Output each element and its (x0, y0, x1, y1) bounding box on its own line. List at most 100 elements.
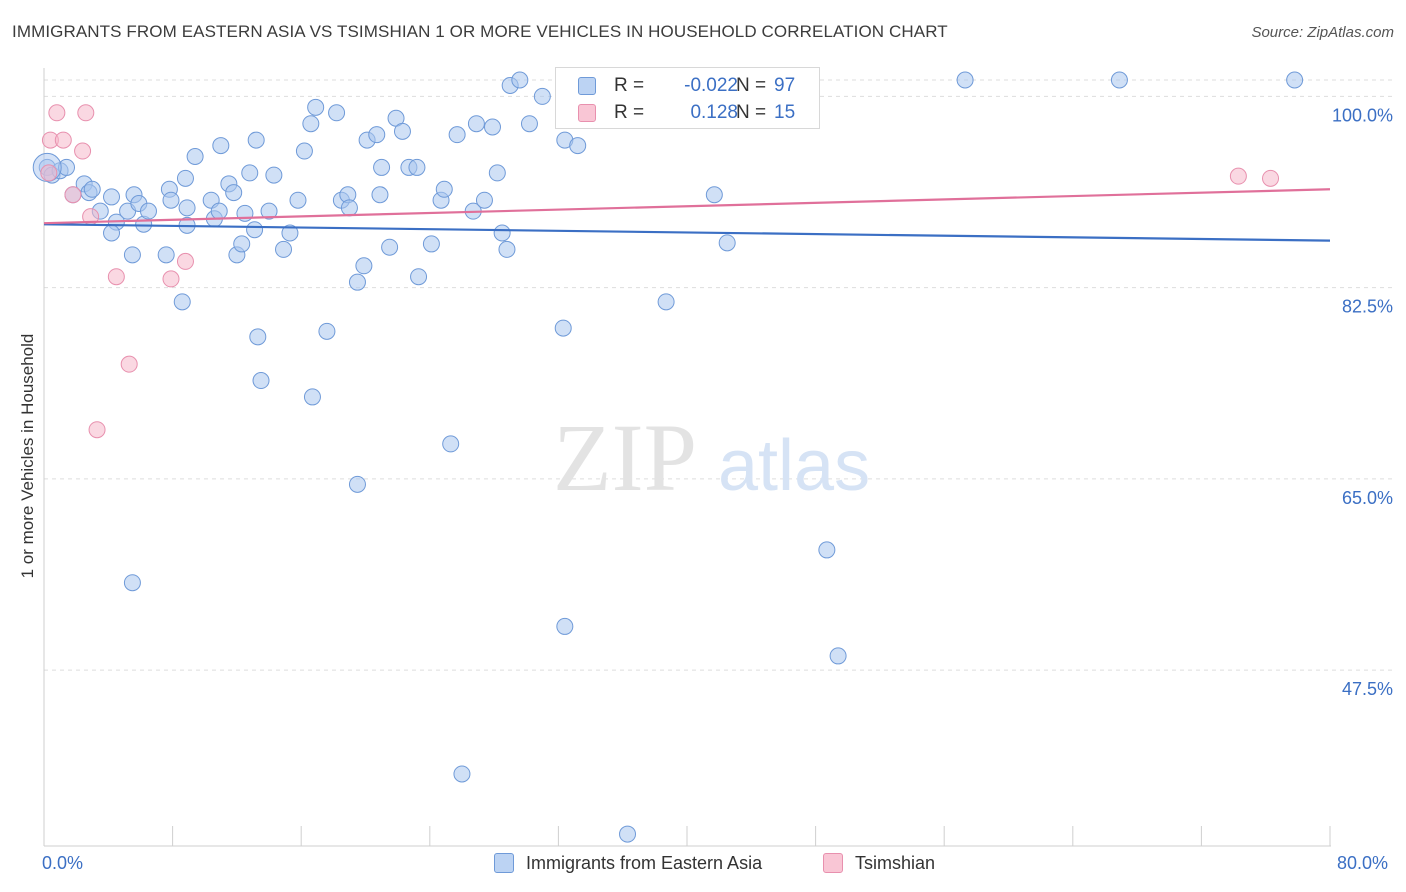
data-point (74, 142, 92, 160)
y-tick-labels: 100.0% 82.5% 65.0% 47.5% (1332, 105, 1393, 699)
data-point (705, 186, 723, 204)
data-point (302, 115, 320, 133)
data-point (408, 158, 426, 176)
data-point (260, 202, 278, 220)
data-point (307, 98, 325, 116)
data-point (511, 71, 529, 89)
data-point (249, 328, 267, 346)
data-point (467, 115, 485, 133)
y-tick-label: 65.0% (1342, 488, 1393, 508)
y-axis-label: 1 or more Vehicles in Household (18, 333, 37, 579)
data-point (275, 240, 293, 258)
data-point (381, 238, 399, 256)
x-tick-label-max: 80.0% (1337, 853, 1389, 873)
data-point (318, 322, 336, 340)
data-point (40, 164, 58, 182)
data-point (303, 388, 321, 406)
data-point (393, 122, 411, 140)
data-point (107, 268, 125, 286)
data-point (295, 142, 313, 160)
data-point (619, 825, 637, 843)
data-point (139, 202, 157, 220)
data-point (48, 104, 66, 122)
trend-lines (43, 188, 1331, 242)
data-point (233, 235, 251, 253)
data-point (448, 126, 466, 144)
legend-n-label: N = (736, 75, 767, 96)
data-point (225, 184, 243, 202)
data-point (252, 372, 270, 390)
data-point (212, 137, 230, 155)
data-point (556, 617, 574, 635)
data-point (123, 574, 141, 592)
data-point (120, 355, 138, 373)
legend-r-value: -0.022 (684, 75, 738, 96)
axes (43, 68, 1331, 847)
data-point (355, 257, 373, 275)
data-point (554, 319, 572, 337)
trend-line (43, 188, 1331, 225)
data-point (176, 252, 194, 270)
data-point (569, 137, 587, 155)
watermark-zip: ZIP (553, 404, 697, 511)
bottom-legend-swatch-pink (823, 853, 843, 873)
data-point (83, 180, 101, 198)
data-point (442, 435, 460, 453)
x-tick-label-min: 0.0% (42, 853, 84, 873)
data-point (956, 71, 974, 89)
y-tick-label: 82.5% (1342, 297, 1393, 317)
source-label: Source: ZipAtlas.com (1251, 24, 1394, 41)
data-point (718, 234, 736, 252)
data-point (173, 293, 191, 311)
data-point (123, 246, 141, 264)
legend-r-label: R = (614, 102, 645, 123)
data-point (520, 115, 538, 133)
data-point (162, 270, 180, 288)
data-point (348, 475, 366, 493)
legend-swatch-blue (578, 77, 596, 95)
legend-n-value: 97 (774, 75, 796, 96)
chart-title: IMMIGRANTS FROM EASTERN ASIA VS TSIMSHIA… (12, 22, 948, 41)
legend-r-label: R = (614, 75, 645, 96)
data-point (818, 541, 836, 559)
bottom-legend-label: Immigrants from Eastern Asia (526, 853, 763, 873)
bottom-legend-swatch-blue (494, 853, 514, 873)
data-point (410, 268, 428, 286)
data-point (348, 273, 366, 291)
data-point (162, 191, 180, 209)
data-point (453, 765, 471, 783)
y-tick-label: 47.5% (1342, 679, 1393, 699)
watermark-atlas: atlas (718, 426, 870, 506)
data-point (371, 186, 389, 204)
data-point (483, 118, 501, 136)
data-point (1229, 167, 1247, 185)
data-point (54, 131, 72, 149)
data-point (1262, 169, 1280, 187)
series-tsimshian (40, 104, 1280, 439)
data-point (178, 199, 196, 217)
data-point (1286, 71, 1304, 89)
data-point (475, 191, 493, 209)
data-point (435, 180, 453, 198)
legend-r-value: 0.128 (690, 102, 738, 123)
legend-swatch-pink (578, 104, 596, 122)
bottom-legend-label: Tsimshian (855, 853, 936, 873)
data-point (64, 186, 82, 204)
stats-legend: R = -0.022 N = 97 R = 0.128 N = 15 (555, 67, 820, 129)
data-point (493, 224, 511, 242)
data-point (186, 148, 204, 165)
data-point (488, 164, 506, 182)
trend-line (43, 223, 1331, 242)
data-point (1110, 71, 1128, 89)
data-point (373, 158, 391, 176)
data-point (281, 224, 299, 242)
data-point (265, 166, 283, 184)
data-point (88, 421, 106, 439)
data-point (289, 191, 307, 209)
data-point (533, 87, 551, 105)
data-point (328, 104, 346, 122)
data-point (422, 235, 440, 253)
data-point (368, 126, 386, 144)
data-point (498, 240, 516, 258)
